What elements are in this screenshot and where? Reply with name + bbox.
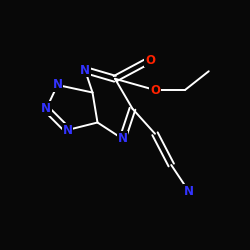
Text: N: N [52,78,62,92]
Text: N: N [184,185,194,198]
Text: O: O [145,54,155,66]
Text: O: O [150,84,160,96]
Text: N: N [80,64,90,76]
Text: N: N [62,124,72,136]
Text: N: N [41,102,51,115]
Text: N: N [118,132,128,145]
